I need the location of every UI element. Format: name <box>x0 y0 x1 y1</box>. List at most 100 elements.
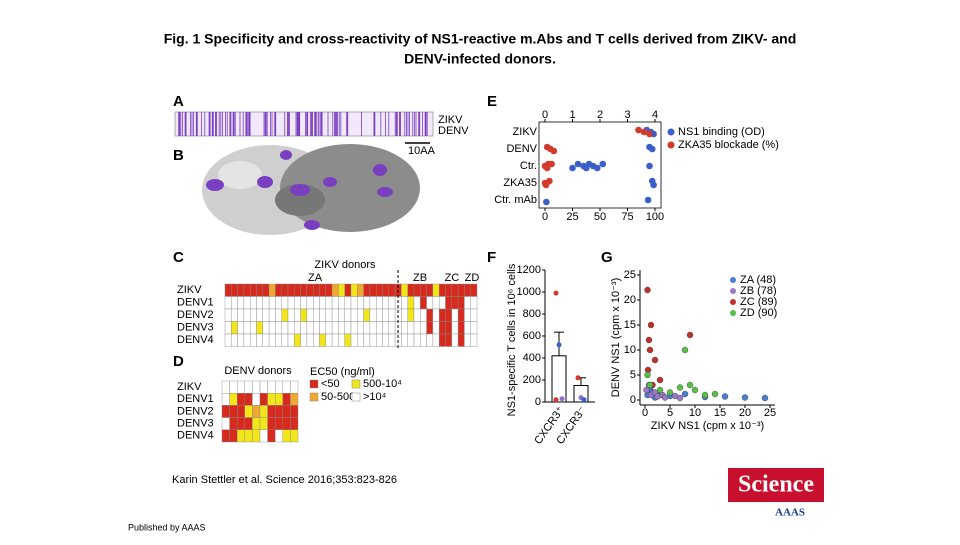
heatmap-cell <box>464 283 471 297</box>
heatmap-cell <box>249 321 257 335</box>
heatmap-cell <box>244 417 253 431</box>
heatmap-cell <box>256 296 264 310</box>
legend-label: ZB (78) <box>740 285 777 297</box>
heatmap-cell <box>413 296 421 310</box>
heatmap-cell <box>262 308 270 322</box>
y-tick-label: ZIKV <box>513 126 538 138</box>
heatmap-cell <box>256 333 264 347</box>
x2-tick-label: 3 <box>624 109 630 121</box>
heatmap-cell <box>243 333 251 347</box>
heatmap-cell <box>407 283 415 297</box>
heatmap-cell <box>249 308 257 322</box>
group-label: ZB <box>413 272 427 284</box>
x-tick-label: 100 <box>646 211 664 223</box>
heatmap-cell <box>357 321 364 335</box>
x-tick-label: 25 <box>764 407 776 419</box>
heatmap-cell <box>281 308 289 322</box>
heatmap-cell <box>432 333 440 347</box>
heatmap-cell <box>325 283 333 297</box>
heatmap-cell <box>382 333 390 347</box>
heatmap-cell <box>325 333 333 347</box>
heatmap-cell <box>382 283 390 297</box>
heatmap-cell <box>229 405 238 418</box>
row-label: DENV4 <box>177 430 214 442</box>
heatmap-cell <box>376 283 383 297</box>
dot <box>646 162 653 170</box>
protein-structure <box>202 144 420 235</box>
heatmap-cell <box>259 429 268 443</box>
heatmap-cell <box>401 308 408 322</box>
heatmap-cell <box>470 296 478 310</box>
heatmap-cell <box>236 405 245 418</box>
row-label: DENV2 <box>177 309 214 321</box>
legend-swatch <box>309 379 319 389</box>
heatmap-cell <box>325 308 333 322</box>
heatmap-cell <box>420 296 427 310</box>
heatmap-cell <box>388 296 396 310</box>
heatmap-cell <box>357 333 364 347</box>
heatmap-cell <box>445 321 453 335</box>
x-tick-label: 20 <box>739 407 751 419</box>
heatmap-cell <box>432 296 440 310</box>
heatmap-cell <box>338 296 345 310</box>
legend-label: >10⁴ <box>363 391 387 403</box>
row-label: DENV3 <box>177 418 214 430</box>
heatmap-cell <box>275 333 282 347</box>
heatmap-cell <box>363 321 371 335</box>
panel-letter: D <box>173 353 184 370</box>
dot <box>681 346 689 354</box>
heatmap-cell <box>256 283 264 297</box>
dot <box>646 381 654 389</box>
dot <box>648 145 656 153</box>
heatmap-cell <box>252 417 261 431</box>
y-tick-label: 1000 <box>517 286 541 298</box>
heatmap-cell <box>331 296 339 310</box>
heatmap-cell <box>281 283 289 297</box>
group-label: ZC <box>445 272 460 284</box>
footer: Published by AAAS <box>128 522 206 532</box>
y-tick-label: 20 <box>624 294 636 306</box>
heatmap-cell <box>294 308 301 322</box>
heatmap-cell <box>281 321 289 335</box>
dot <box>593 164 601 172</box>
x2-tick-label: 2 <box>597 109 603 121</box>
heatmap-cell <box>221 405 230 418</box>
heatmap-cell <box>259 417 268 431</box>
heatmap-cell <box>338 283 345 297</box>
heatmap-cell <box>229 417 238 431</box>
dot <box>644 371 651 379</box>
heatmap-cell <box>331 321 339 335</box>
y-tick-label: 800 <box>523 308 541 320</box>
heatmap-cell <box>262 296 270 310</box>
heatmap-cell <box>249 296 257 310</box>
heatmap-cell <box>282 405 291 418</box>
point <box>559 396 565 402</box>
y-tick-label: DENV <box>506 143 537 155</box>
legend-marker <box>730 310 736 316</box>
point <box>575 375 581 381</box>
dot <box>643 386 650 394</box>
heatmap-cell <box>224 296 232 310</box>
heatmap-cell <box>420 308 427 322</box>
dot <box>546 177 553 185</box>
title: Fig. 1 Specificity and cross-reactivity … <box>164 31 797 47</box>
legend-swatch <box>351 392 361 402</box>
heatmap-cell <box>350 333 358 347</box>
heatmap-cell <box>300 283 308 297</box>
heatmap-cell <box>464 296 471 310</box>
y-tick-label: 5 <box>630 369 636 381</box>
x-tick-label: 10 <box>689 407 701 419</box>
dot <box>644 196 652 204</box>
heatmap-cell <box>252 393 261 406</box>
heatmap-cell <box>420 321 427 335</box>
heatmap-cell <box>413 333 421 347</box>
y-axis-label: DENV NS1 (cpm x 10⁻³) <box>610 278 622 398</box>
heatmap-cell <box>268 308 276 322</box>
dot <box>648 177 656 185</box>
legend-swatch <box>351 379 361 389</box>
heatmap-cell <box>229 393 238 406</box>
group-label: ZD <box>465 272 480 284</box>
dot <box>640 128 648 136</box>
y-tick-label: 15 <box>624 319 636 331</box>
